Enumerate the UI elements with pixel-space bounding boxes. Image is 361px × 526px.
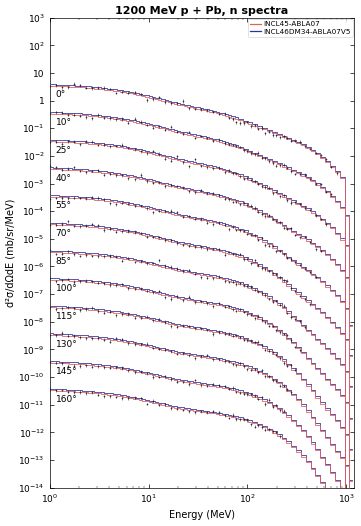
Text: 55°: 55° xyxy=(56,201,72,210)
Text: 130°: 130° xyxy=(56,340,77,349)
Text: 40°: 40° xyxy=(56,174,71,183)
Text: 160°: 160° xyxy=(56,395,77,404)
Legend: INCL45-ABLA07, INCL46DM34-ABLA07V5: INCL45-ABLA07, INCL46DM34-ABLA07V5 xyxy=(248,19,353,37)
Text: 70°: 70° xyxy=(56,229,72,238)
X-axis label: Energy (MeV): Energy (MeV) xyxy=(169,510,235,520)
Text: 115°: 115° xyxy=(56,312,77,321)
Y-axis label: d²σ/dΩdE (mb/sr/MeV): d²σ/dΩdE (mb/sr/MeV) xyxy=(5,198,16,307)
Text: 100°: 100° xyxy=(56,284,77,293)
Text: 85°: 85° xyxy=(56,257,72,266)
Title: 1200 MeV p + Pb, n spectra: 1200 MeV p + Pb, n spectra xyxy=(115,6,288,16)
Text: 25°: 25° xyxy=(56,146,71,155)
Text: 145°: 145° xyxy=(56,367,77,376)
Text: 0°: 0° xyxy=(56,90,66,99)
Text: 10°: 10° xyxy=(56,118,72,127)
